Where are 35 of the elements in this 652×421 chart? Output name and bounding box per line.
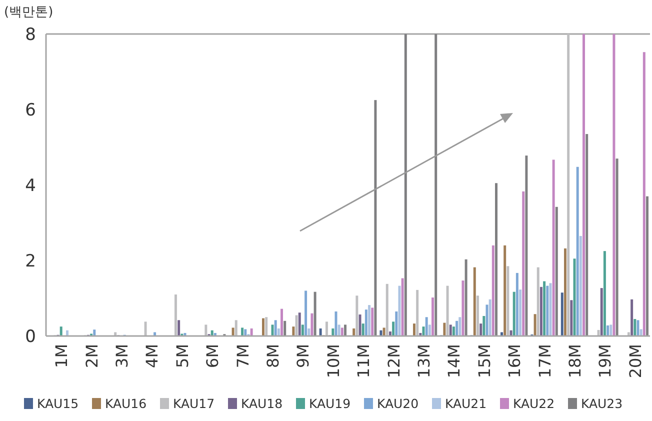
x-tick-label: 8M xyxy=(264,344,282,368)
x-tick-label: 5M xyxy=(172,344,192,368)
legend-label: KAU16 xyxy=(105,396,147,411)
legend-label: KAU21 xyxy=(445,396,487,411)
x-tick-label: 2M xyxy=(82,344,102,368)
x-tick-label: 14M xyxy=(444,344,464,378)
y-tick-label: 2 xyxy=(25,252,36,272)
x-tick-label: 4M xyxy=(142,344,162,368)
x-tick-label: 7M xyxy=(233,344,252,368)
legend-label: KAU23 xyxy=(581,396,623,411)
x-tick-label: 3M xyxy=(112,344,132,368)
x-tick-label: 9M xyxy=(294,344,313,368)
x-tick-label: 6M xyxy=(203,344,222,368)
legend-label: KAU15 xyxy=(37,396,79,411)
x-tick-label: 18M xyxy=(566,344,584,378)
legend-label: KAU18 xyxy=(241,396,283,411)
x-tick-label: 1M xyxy=(52,344,72,368)
x-tick-label: 19M xyxy=(596,344,615,378)
x-tick-label: 10M xyxy=(324,344,343,378)
legend-label: KAU20 xyxy=(377,396,419,411)
legend-label: KAU22 xyxy=(513,396,555,411)
y-tick-label: 4 xyxy=(25,176,36,196)
y-axis-title: (백만톤) xyxy=(4,5,54,20)
legend-label: KAU19 xyxy=(309,396,351,411)
x-tick-label: 12M xyxy=(384,344,404,378)
x-tick-label: 20M xyxy=(626,344,645,378)
legend-label: KAU17 xyxy=(173,396,215,411)
x-tick-label: 11M xyxy=(354,344,374,378)
x-tick-label: 13M xyxy=(414,344,434,378)
y-tick-label: 8 xyxy=(25,25,36,45)
x-tick-label: 16M xyxy=(505,344,524,378)
y-tick-label: 6 xyxy=(25,100,36,120)
x-tick-label: 17M xyxy=(535,344,554,378)
x-tick-label: 15M xyxy=(474,344,494,378)
y-tick-label: 0 xyxy=(25,327,36,347)
